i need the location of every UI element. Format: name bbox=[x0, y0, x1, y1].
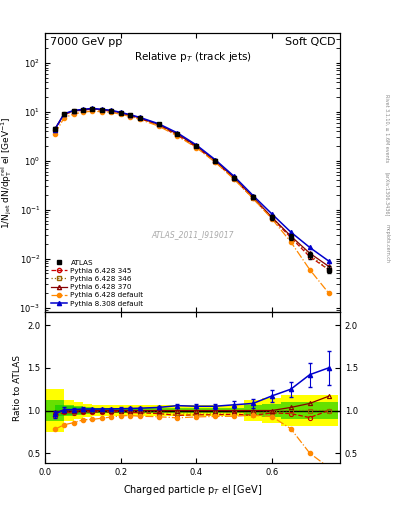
Legend: ATLAS, Pythia 6.428 345, Pythia 6.428 346, Pythia 6.428 370, Pythia 6.428 defaul: ATLAS, Pythia 6.428 345, Pythia 6.428 34… bbox=[49, 258, 146, 309]
Text: ATLAS_2011_I919017: ATLAS_2011_I919017 bbox=[151, 230, 234, 239]
Y-axis label: 1/N$_\mathrm{jet}$ dN/dp$_\mathrm{T}^\mathrm{rel}$ el [GeV$^{-1}$]: 1/N$_\mathrm{jet}$ dN/dp$_\mathrm{T}^\ma… bbox=[0, 117, 14, 229]
Text: [arXiv:1306.3436]: [arXiv:1306.3436] bbox=[384, 173, 389, 217]
X-axis label: Charged particle p$_T$ el [GeV]: Charged particle p$_T$ el [GeV] bbox=[123, 483, 262, 497]
Text: mcplots.cern.ch: mcplots.cern.ch bbox=[384, 224, 389, 263]
Text: Relative p$_T$ (track jets): Relative p$_T$ (track jets) bbox=[134, 50, 252, 64]
Text: 7000 GeV pp: 7000 GeV pp bbox=[50, 37, 122, 48]
Text: Soft QCD: Soft QCD bbox=[285, 37, 336, 48]
Text: Rivet 3.1.10, ≥ 1.6M events: Rivet 3.1.10, ≥ 1.6M events bbox=[384, 94, 389, 162]
Y-axis label: Ratio to ATLAS: Ratio to ATLAS bbox=[13, 355, 22, 421]
